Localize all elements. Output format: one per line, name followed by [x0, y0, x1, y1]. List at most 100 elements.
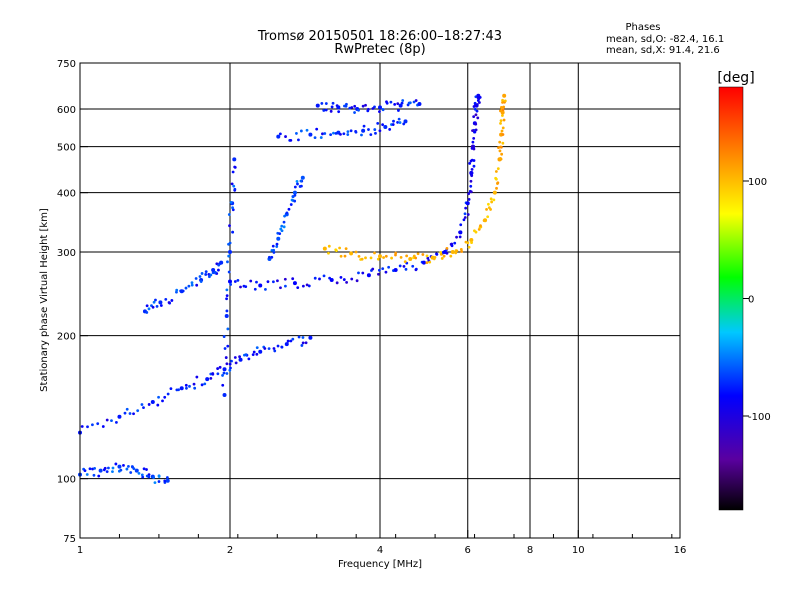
data-point: [503, 99, 507, 103]
data-point: [398, 121, 402, 124]
data-point: [213, 271, 217, 274]
data-point: [408, 101, 412, 105]
data-point: [502, 105, 506, 109]
data-point: [228, 279, 232, 284]
data-point: [467, 198, 471, 201]
data-point: [229, 366, 232, 370]
data-point: [339, 276, 343, 279]
data-point: [469, 184, 473, 188]
data-point: [225, 294, 229, 298]
data-point: [249, 279, 253, 283]
data-point: [458, 230, 461, 234]
data-point: [279, 286, 282, 290]
data-point: [97, 474, 101, 478]
data-point: [466, 241, 470, 245]
data-point: [501, 98, 504, 102]
data-point: [321, 132, 324, 136]
data-point: [425, 254, 429, 258]
data-point: [228, 362, 232, 366]
data-point: [467, 192, 471, 196]
data-point: [473, 104, 477, 108]
data-point: [177, 388, 180, 392]
data-point: [115, 420, 118, 424]
data-point: [393, 267, 398, 272]
data-point: [459, 223, 463, 227]
data-point: [295, 179, 299, 183]
data-point: [479, 224, 482, 227]
data-point: [396, 102, 400, 106]
data-point: [166, 392, 170, 396]
colorbar-tick-label: 100: [748, 177, 767, 188]
data-point: [92, 473, 96, 477]
data-point: [361, 128, 366, 133]
data-point: [226, 344, 230, 348]
data-point: [327, 244, 331, 248]
data-point: [203, 382, 207, 386]
data-point: [366, 109, 370, 113]
data-point: [378, 129, 382, 133]
data-point: [276, 279, 279, 283]
y-tick-label: 100: [57, 475, 76, 486]
data-point: [192, 382, 196, 386]
data-point: [229, 200, 233, 204]
data-point: [354, 250, 358, 254]
data-point: [123, 411, 127, 415]
data-point: [227, 254, 231, 258]
data-point: [362, 124, 366, 128]
data-point: [502, 118, 506, 122]
data-point: [445, 247, 449, 250]
x-tick-label: 4: [377, 545, 383, 556]
data-point: [499, 119, 503, 123]
data-point: [230, 359, 233, 363]
data-point: [470, 241, 473, 245]
data-point: [492, 198, 496, 202]
x-axis-label: Frequency [MHz]: [338, 559, 422, 570]
x-tick-label: 10: [572, 545, 585, 556]
data-point: [324, 108, 328, 112]
data-point: [289, 139, 293, 142]
data-point: [287, 207, 291, 211]
data-point: [132, 467, 136, 470]
data-point: [170, 299, 174, 302]
data-point: [163, 395, 167, 399]
data-point: [224, 314, 229, 319]
data-point: [489, 197, 493, 201]
data-point: [272, 347, 276, 350]
data-point: [151, 305, 155, 309]
data-point: [129, 471, 133, 474]
data-point: [391, 123, 395, 126]
data-point: [266, 280, 270, 284]
data-point: [408, 257, 413, 262]
data-point: [469, 238, 474, 243]
data-point: [158, 300, 163, 305]
data-point: [470, 158, 474, 162]
data-point: [412, 100, 416, 104]
data-point: [336, 105, 341, 110]
data-point: [200, 272, 204, 275]
data-point: [403, 260, 407, 264]
data-point: [433, 256, 437, 259]
data-point: [298, 185, 302, 188]
data-point: [211, 267, 216, 272]
data-point: [200, 383, 204, 387]
data-point: [474, 128, 478, 132]
data-point: [105, 470, 109, 474]
data-point: [472, 137, 476, 140]
data-point: [297, 335, 301, 339]
data-point: [349, 129, 353, 133]
data-point: [228, 241, 232, 245]
data-point: [142, 406, 145, 410]
data-point: [150, 400, 155, 405]
data-point: [350, 106, 354, 109]
data-point: [414, 256, 418, 260]
data-point: [175, 288, 179, 292]
colorbar-tick-label: 0: [748, 295, 754, 306]
x-tick-label: 2: [227, 545, 233, 556]
data-point: [342, 278, 346, 281]
data-point: [497, 146, 500, 150]
data-point: [103, 466, 107, 470]
data-point: [217, 263, 221, 267]
data-point: [329, 133, 333, 137]
data-point: [500, 152, 504, 156]
data-point: [80, 425, 84, 428]
